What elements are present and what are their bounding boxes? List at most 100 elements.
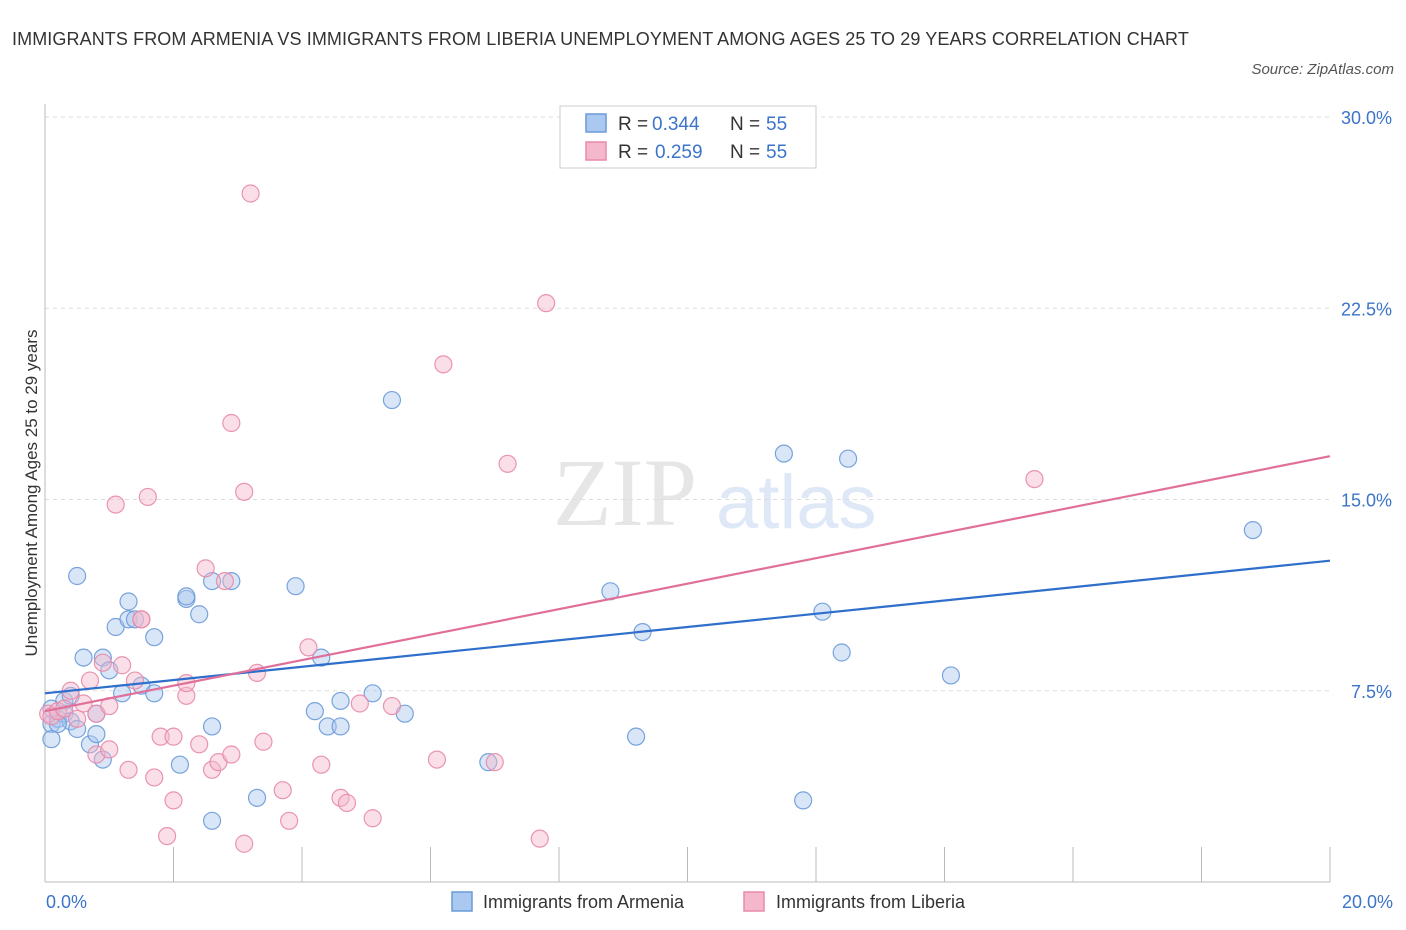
point-liberia-54 (132, 610, 151, 629)
series-liberia-points (39, 184, 1044, 853)
bottom-legend-label-liberia: Immigrants from Liberia (776, 892, 966, 912)
trend-line-armenia (44, 559, 1331, 695)
point-liberia-5 (68, 709, 87, 728)
point-liberia-34 (235, 834, 254, 853)
bottom-legend-label-armenia: Immigrants from Armenia (483, 892, 685, 912)
point-armenia-38 (331, 717, 350, 736)
point-liberia-7 (80, 671, 100, 690)
tick-labels: 7.5% 15.0% 22.5% 30.0% 0.0% 20.0% (46, 108, 1393, 912)
legend-n-label-armenia: N = (730, 114, 760, 135)
point-liberia-40 (312, 755, 331, 774)
point-armenia-46 (774, 444, 793, 463)
point-liberia-39 (299, 638, 318, 657)
point-liberia-23 (164, 791, 183, 810)
point-liberia-44 (363, 809, 382, 828)
point-armenia-42 (479, 753, 498, 772)
point-liberia-15 (119, 760, 138, 779)
point-liberia-32 (222, 413, 241, 433)
point-armenia-22 (145, 628, 164, 647)
legend-n-value-armenia: 55 (766, 114, 787, 135)
point-armenia-18 (119, 592, 138, 611)
legend-r-value-armenia: 0.344 (652, 114, 700, 135)
point-liberia-49 (498, 454, 517, 473)
y-tick-label-0: 7.5% (1351, 682, 1392, 702)
point-armenia-17 (112, 684, 132, 703)
legend-swatch-armenia (585, 113, 607, 133)
legend-r-label-liberia: R = (618, 142, 648, 163)
point-armenia-36 (318, 717, 337, 736)
y-tick-label-2: 22.5% (1341, 299, 1392, 319)
correlation-legend: R = 0.344 N = 55 R = 0.259 N = 55 (559, 105, 817, 169)
point-liberia-24 (177, 686, 196, 705)
point-armenia-50 (839, 449, 858, 468)
point-liberia-36 (254, 732, 273, 751)
point-liberia-21 (157, 826, 177, 846)
point-armenia-28 (202, 811, 222, 830)
point-liberia-11 (100, 740, 119, 759)
point-armenia-10 (80, 735, 100, 754)
y-tick-label-3: 30.0% (1341, 108, 1392, 128)
point-armenia-44 (626, 727, 646, 746)
point-liberia-27 (196, 559, 215, 578)
point-armenia-52 (1243, 520, 1263, 540)
point-armenia-19 (119, 610, 138, 629)
point-liberia-22 (164, 727, 183, 746)
point-liberia-13 (106, 495, 125, 514)
point-liberia-46 (427, 750, 447, 769)
point-liberia-20 (151, 727, 170, 746)
point-liberia-48 (485, 753, 504, 772)
point-armenia-39 (363, 684, 382, 703)
watermark-zip: ZIP (553, 439, 697, 546)
point-armenia-33 (286, 577, 305, 596)
point-liberia-43 (350, 694, 369, 713)
point-armenia-26 (177, 587, 196, 606)
point-liberia-38 (280, 811, 299, 830)
point-liberia-33 (235, 482, 254, 501)
point-armenia-37 (331, 691, 350, 711)
point-armenia-1 (42, 730, 61, 749)
y-tick-label-1: 15.0% (1341, 491, 1392, 511)
watermark-atlas: atlas (716, 460, 877, 545)
axes (44, 104, 1331, 883)
point-liberia-37 (273, 781, 292, 800)
legend-swatch-liberia (585, 141, 607, 161)
point-armenia-27 (190, 605, 209, 624)
trend-lines (44, 455, 1331, 713)
x-tick-label-1: 20.0% (1342, 892, 1393, 912)
grid-lines (45, 116, 1330, 692)
point-armenia-24 (170, 755, 190, 774)
point-liberia-52 (241, 184, 260, 203)
point-liberia-53 (1025, 470, 1044, 489)
point-armenia-40 (382, 390, 402, 410)
bottom-legend-swatch-liberia (743, 891, 765, 912)
point-liberia-10 (93, 653, 112, 672)
trend-line-liberia (44, 455, 1331, 713)
point-armenia-8 (68, 719, 87, 739)
point-armenia-12 (87, 724, 106, 744)
legend-n-label-liberia: N = (730, 142, 760, 163)
point-armenia-7 (68, 566, 87, 586)
point-liberia-19 (145, 768, 164, 787)
point-armenia-9 (74, 648, 93, 667)
y-axis-label: Unemployment Among Ages 25 to 29 years (22, 330, 41, 657)
legend-r-value-liberia: 0.259 (655, 142, 703, 163)
bottom-legend-swatch-armenia (451, 891, 473, 912)
point-liberia-31 (222, 745, 241, 764)
series-armenia-points (42, 390, 1263, 830)
point-armenia-34 (305, 702, 324, 721)
point-liberia-45 (382, 696, 402, 716)
point-liberia-14 (112, 656, 132, 675)
point-armenia-32 (247, 788, 267, 807)
point-liberia-51 (530, 829, 549, 848)
point-liberia-50 (537, 294, 556, 313)
point-liberia-18 (138, 487, 157, 507)
point-armenia-31 (222, 571, 241, 591)
point-armenia-29 (202, 717, 222, 736)
point-armenia-49 (832, 643, 851, 662)
point-armenia-20 (125, 610, 145, 629)
chart-title: IMMIGRANTS FROM ARMENIA VS IMMIGRANTS FR… (12, 29, 1189, 49)
series-legend: Immigrants from Armenia Immigrants from … (451, 891, 966, 912)
legend-r-label-armenia: R = (618, 114, 648, 135)
legend-n-value-liberia: 55 (766, 142, 787, 163)
